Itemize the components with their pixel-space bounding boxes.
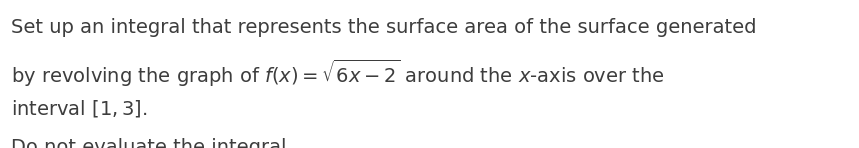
Text: by revolving the graph of $f(x) = \sqrt{6x - 2}$ around the $x$-axis over the: by revolving the graph of $f(x) = \sqrt{… bbox=[11, 58, 665, 89]
Text: interval $[1, 3]$.: interval $[1, 3]$. bbox=[11, 98, 148, 119]
Text: Do not evaluate the integral.: Do not evaluate the integral. bbox=[11, 138, 293, 148]
Text: Set up an integral that represents the surface area of the surface generated: Set up an integral that represents the s… bbox=[11, 18, 757, 37]
